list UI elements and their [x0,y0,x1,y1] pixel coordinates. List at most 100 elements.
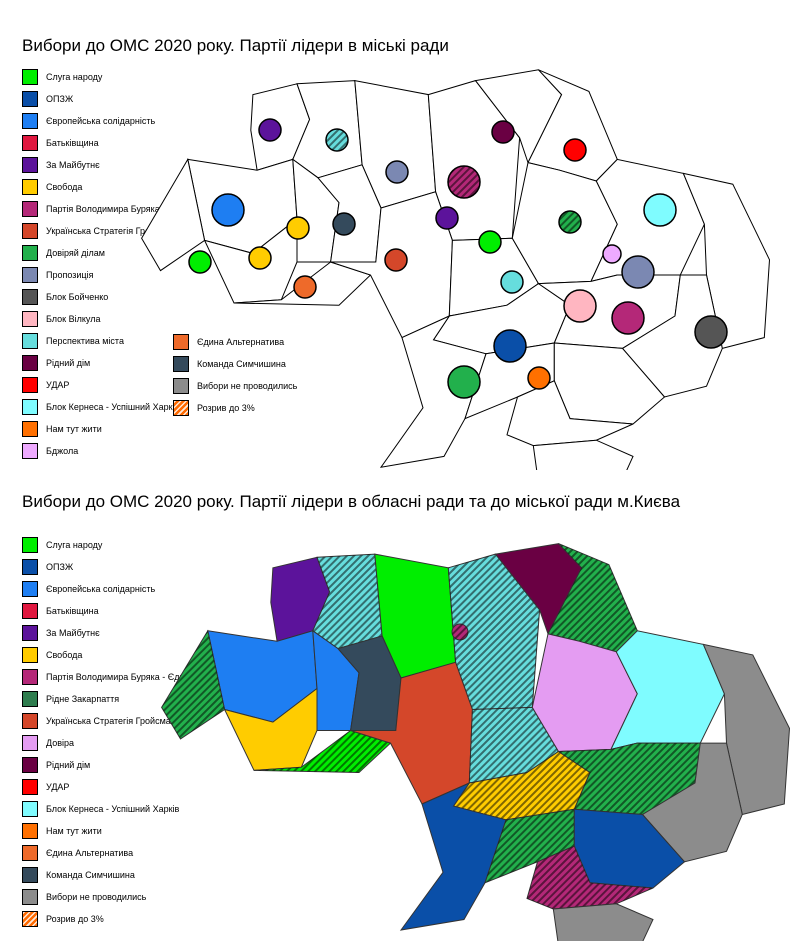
legend-item: Команда Симчишина [173,353,297,375]
legend-item: Довіра [22,732,204,754]
legend-item: Перспектива міста [22,330,204,352]
legend-item: Вибори не проводились [173,375,297,397]
legend-label: Батьківщина [46,606,99,616]
legend-label: УДАР [46,782,70,792]
legend-swatch [22,911,38,927]
legend-label: Команда Симчишина [46,870,135,880]
legend-label: Розрив до 3% [46,914,104,924]
city-marker [694,315,728,349]
legend-swatch [22,267,38,283]
legend-item: Європейська солідарність [22,110,204,132]
legend-item: УДАР [22,776,204,798]
legend-swatch [22,311,38,327]
region-outline [141,158,206,272]
region-outline [621,274,723,398]
legend-swatch [22,845,38,861]
legend-label: Команда Симчишина [197,359,286,369]
city-markers [188,118,728,399]
oblast-region-hatch [548,543,638,652]
city-marker [563,138,587,162]
legend-label: Слуга народу [46,540,103,550]
legend-label: Довіра [46,738,74,748]
legend-label: Нам тут жити [46,424,102,434]
oblast-map-legend: Слуга народу ОПЗЖ Європейська солідарність… [22,534,204,930]
region-outline [532,439,634,470]
city-marker [527,366,551,390]
oblast-region [552,903,654,941]
legend-label: Нам тут жити [46,826,102,836]
legend-item: ОПЗЖ [22,88,204,110]
legend-item: Партія Володимира Буряка - Єднання [22,198,204,220]
legend-swatch [22,223,38,239]
region-outline [506,380,634,447]
legend-label: Рідний дім [46,760,91,770]
oblast-region-hatch [453,751,590,820]
city-marker-hatch [559,211,581,233]
legend-item: Довіряй ділам [22,242,204,264]
legend-item: Блок Кернеса - Успішний Харків [22,396,204,418]
legend-item: Слуга народу [22,534,204,556]
city-marker [188,250,212,274]
legend-label: Рідне Закарпаття [46,694,120,704]
legend-swatch [173,378,189,394]
legend-swatch [22,135,38,151]
city-marker-hatch [448,166,480,198]
legend-label: Європейська солідарність [46,116,156,126]
legend-item: Рідний дім [22,754,204,776]
legend-swatch [22,289,38,305]
legend-label: Довіряй ділам [46,248,105,258]
oblast-region [641,742,743,863]
legend-item: Бджола [22,440,204,462]
legend-label: За Майбутнє [46,628,100,638]
city-marker [478,230,502,254]
legend-item: Батьківщина [22,132,204,154]
ukraine-oblasts [161,543,791,941]
legend-swatch [22,559,38,575]
legend-swatch [22,889,38,905]
city-marker [332,212,356,236]
oblast-region-hatch [161,630,225,739]
city-marker [500,270,524,294]
legend-label: УДАР [46,380,70,390]
legend-swatch [22,823,38,839]
legend-item: За Майбутнє [22,154,204,176]
oblast-region-hatch [558,743,701,815]
legend-item: Блок Вілкула [22,308,204,330]
legend-label: Українська Стратегія Гройсмана [46,716,181,726]
legend-swatch [22,113,38,129]
legend-item: Нам тут жити [22,418,204,440]
city-marker [643,193,677,227]
legend-label: Блок Кернеса - Успішний Харків [46,804,180,814]
legend-item: Блок Кернеса - Успішний Харків [22,798,204,820]
oblast-region-hatch [469,707,559,783]
legend-swatch [22,443,38,459]
legend-item: Нам тут жити [22,820,204,842]
legend-label: За Майбутнє [46,160,100,170]
legend-item: Свобода [22,644,204,666]
legend-swatch [173,400,189,416]
legend-label: Єдина Альтернатива [46,848,134,858]
city-map-legend: Слуга народу ОПЗЖ Європейська солідарність… [22,66,204,462]
legend-label: Розрив до 3% [197,403,255,413]
city-marker [384,248,408,272]
legend-label: Свобода [46,182,83,192]
legend-swatch [22,691,38,707]
legend-swatch [22,713,38,729]
legend-swatch [22,377,38,393]
legend-label: Рідний дім [46,358,91,368]
legend-swatch [22,399,38,415]
legend-label: Партія Володимира Буряка - Єднання [46,672,205,682]
city-marker [286,216,310,240]
legend-swatch [22,69,38,85]
oblast-region-hatch [527,846,653,909]
legend-label: Перспектива міста [46,336,124,346]
legend-swatch [22,867,38,883]
legend-label: ОПЗЖ [46,562,74,572]
city-marker [447,365,481,399]
legend-swatch [22,625,38,641]
legend-label: Європейська солідарність [46,584,156,594]
city-marker [563,289,597,323]
legend-item: УДАР [22,374,204,396]
legend-item: За Майбутнє [22,622,204,644]
legend-item: Українська Стратегія Гройсмана [22,710,204,732]
